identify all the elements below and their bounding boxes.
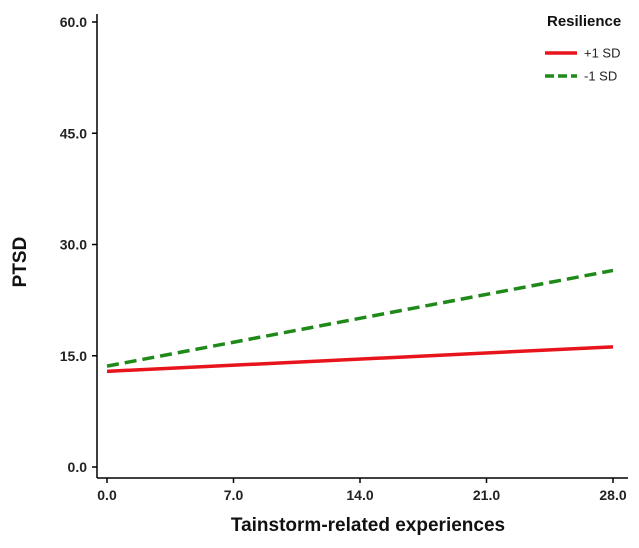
x-tick-label: 28.0 — [599, 487, 626, 503]
y-tick-label: 0.0 — [68, 459, 88, 475]
x-tick-label: 7.0 — [224, 487, 244, 503]
series-lines — [106, 268, 614, 374]
y-tick-label: 45.0 — [60, 125, 87, 141]
y-tick-label: 30.0 — [60, 237, 87, 253]
y-tick-label: 15.0 — [60, 348, 87, 364]
x-tick-label: 14.0 — [346, 487, 373, 503]
y-tick-label: 60.0 — [60, 14, 87, 30]
axes — [96, 14, 628, 479]
x-axis-title: Tainstorm-related experiences — [231, 515, 505, 536]
series-line-plus-1sd — [106, 345, 614, 374]
y-axis-title: PTSD — [10, 237, 31, 288]
series-line-minus-1sd — [106, 268, 614, 368]
x-tick-label: 21.0 — [473, 487, 500, 503]
x-ticks: 0.0 7.0 14.0 21.0 28.0 — [97, 478, 627, 503]
legend-label: -1 SD — [584, 69, 617, 84]
legend: Resilience +1 SD -1 SD — [545, 13, 621, 84]
legend-title: Resilience — [547, 13, 621, 30]
x-tick-label: 0.0 — [97, 487, 117, 503]
y-ticks: 0.0 15.0 30.0 45.0 60.0 — [60, 14, 97, 475]
legend-label: +1 SD — [584, 46, 621, 61]
